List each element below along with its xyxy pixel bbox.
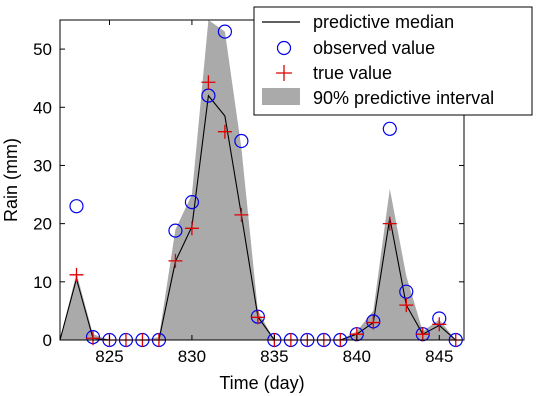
y-tick-label: 10 — [33, 273, 52, 292]
true-point — [382, 216, 397, 231]
legend-swatch-observed — [276, 40, 292, 56]
true-point — [168, 253, 183, 268]
true-point — [85, 331, 100, 346]
true-point — [69, 267, 84, 282]
legend: predictive median observed value true va… — [253, 6, 533, 116]
x-tick-label: 825 — [95, 347, 123, 366]
true-point — [217, 124, 232, 139]
y-tick-label: 20 — [33, 215, 52, 234]
legend-label-interval: 90% predictive interval — [313, 88, 494, 108]
observed-point — [168, 223, 183, 238]
observed-point — [217, 24, 232, 39]
true-point — [250, 310, 265, 325]
true-point — [201, 75, 216, 90]
x-axis-title: Time (day) — [219, 373, 304, 393]
legend-swatch-interval — [262, 88, 300, 105]
x-tick-label: 840 — [343, 347, 371, 366]
true-point — [415, 327, 430, 342]
y-tick-label: 40 — [33, 98, 52, 117]
observed-point — [234, 133, 249, 149]
observed-point — [184, 195, 200, 210]
y-axis-title: Rain (mm) — [1, 138, 21, 222]
legend-box — [253, 6, 533, 116]
x-tick-label: 845 — [425, 347, 453, 366]
x-tick-label: 830 — [178, 347, 206, 366]
y-tick-label: 30 — [33, 156, 52, 175]
true-point — [234, 207, 249, 222]
observed-point — [382, 121, 397, 136]
observed-point — [69, 199, 84, 214]
legend-swatch-true — [276, 65, 292, 81]
true-point — [399, 298, 414, 313]
legend-label-observed: observed value — [313, 38, 435, 58]
legend-label-median: predictive median — [313, 12, 454, 32]
y-tick-label: 50 — [33, 40, 52, 59]
legend-label-true: true value — [313, 63, 392, 83]
y-tick-label: 0 — [43, 331, 52, 350]
true-point — [432, 317, 447, 332]
x-tick-label: 835 — [260, 347, 288, 366]
true-point — [366, 315, 381, 330]
true-point — [184, 221, 199, 236]
